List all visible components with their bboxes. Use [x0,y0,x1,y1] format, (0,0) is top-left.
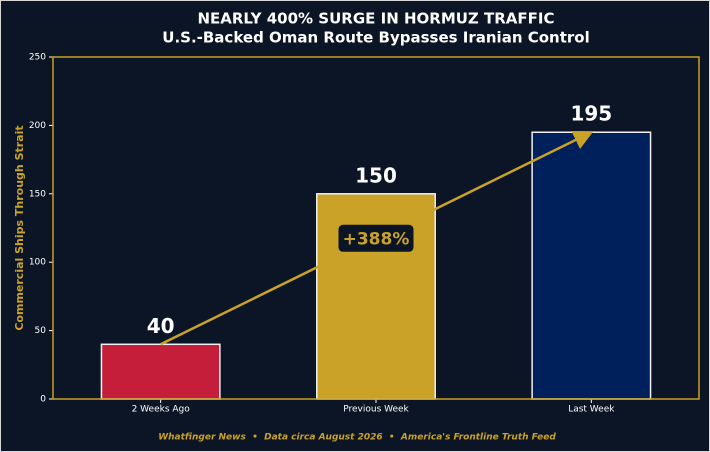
data-label: 195 [570,102,612,126]
y-tick-label: 100 [29,258,46,268]
x-tick-label: 2 Weeks Ago [132,405,191,415]
data-label: 150 [355,163,397,187]
chart-title: NEARLY 400% SURGE IN HORMUZ TRAFFIC [197,10,554,28]
x-tick-label: Last Week [568,405,615,415]
bar [100,343,221,400]
plot-frame [52,56,700,400]
y-tick-label: 200 [29,121,46,131]
y-tick-label: 50 [35,326,47,336]
y-axis-label: Commercial Ships Through Strait [13,125,26,330]
y-tick-label: 0 [40,395,46,405]
chart-subtitle: U.S.-Backed Oman Route Bypasses Iranian … [162,29,589,47]
x-tick-label: Previous Week [343,405,409,415]
data-label: 40 [147,314,175,338]
y-tick-label: 150 [29,189,46,199]
footer: Whatfinger News • Data circa August 2026… [158,433,556,443]
y-tick-label: 250 [29,53,46,63]
annotation: +388% [343,229,410,249]
annotation-box [337,223,415,253]
bar [531,131,652,400]
